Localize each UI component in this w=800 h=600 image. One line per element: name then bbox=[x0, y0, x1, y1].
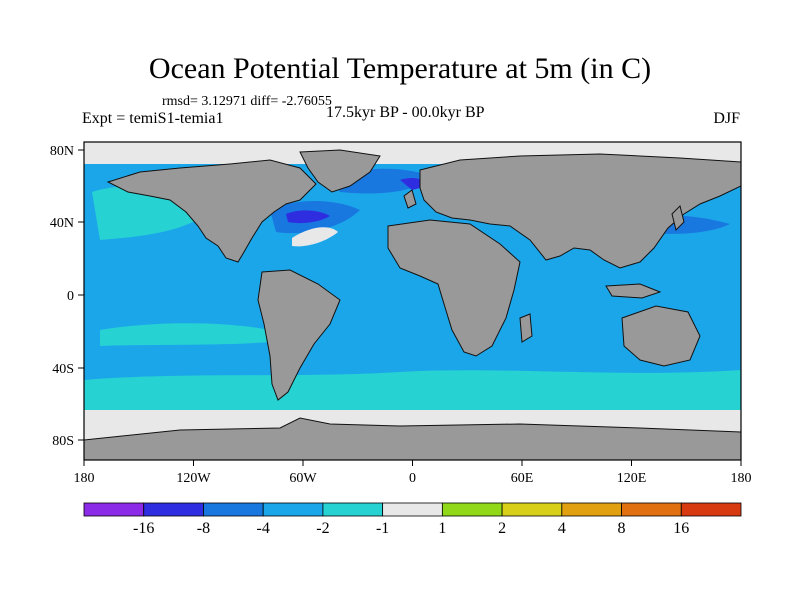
britain bbox=[403, 189, 417, 209]
lon-label: 60W bbox=[289, 471, 317, 486]
colorbar-label: 1 bbox=[438, 520, 447, 537]
north-america bbox=[106, 159, 317, 263]
colorbar-label: -16 bbox=[133, 520, 155, 537]
colorbar-bin bbox=[561, 502, 622, 517]
season-label: DJF bbox=[713, 110, 740, 127]
madagascar bbox=[519, 313, 533, 343]
southern-ocean-band-2 bbox=[84, 395, 741, 410]
longitude-labels: 180 120W 60W 0 60E 120E 180 bbox=[74, 471, 752, 486]
land-masses bbox=[84, 149, 741, 460]
colorbar-bin bbox=[143, 502, 204, 517]
colorbar-label: 4 bbox=[557, 520, 566, 537]
colorbar-bin bbox=[382, 502, 443, 517]
period-label: 17.5kyr BP - 00.0kyr BP bbox=[326, 104, 485, 121]
colorbar-bin bbox=[621, 502, 682, 517]
eurasia bbox=[419, 153, 741, 269]
japan bbox=[671, 205, 685, 231]
colorbar-bin bbox=[680, 502, 742, 517]
colorbar-label: -2 bbox=[316, 520, 330, 537]
map-area bbox=[84, 142, 741, 460]
lat-label: 80N bbox=[50, 144, 74, 159]
colorbar-bin bbox=[262, 502, 324, 517]
colorbar-label: 8 bbox=[617, 520, 626, 537]
lon-label: 180 bbox=[731, 471, 752, 486]
colorbar-label: 16 bbox=[673, 520, 690, 537]
indonesia bbox=[605, 283, 662, 299]
map-title: Ocean Potential Temperature at 5m (in C) bbox=[148, 52, 652, 85]
colorbar-label: -4 bbox=[256, 520, 270, 537]
colorbar-bin bbox=[441, 502, 503, 517]
stats-label: rmsd= 3.12971 diff= -2.76055 bbox=[162, 94, 332, 109]
lon-label: 60E bbox=[511, 471, 534, 486]
colorbar bbox=[83, 502, 742, 517]
south-america bbox=[257, 269, 341, 401]
greenland bbox=[299, 149, 381, 193]
colorbar-label: 2 bbox=[498, 520, 507, 537]
lon-label: 180 bbox=[74, 471, 95, 486]
colorbar-label: -8 bbox=[196, 520, 211, 537]
south-pacific-anomaly bbox=[100, 323, 270, 346]
colorbar-bin bbox=[203, 502, 264, 517]
lat-label: 0 bbox=[67, 289, 74, 304]
lon-label: 120W bbox=[176, 471, 211, 486]
africa bbox=[387, 219, 521, 357]
colorbar-label: -1 bbox=[375, 520, 390, 537]
colorbar-bin bbox=[322, 502, 384, 517]
gulf-stream-anomaly bbox=[292, 227, 338, 247]
southern-ocean-band bbox=[84, 370, 741, 402]
colorbar-bin bbox=[501, 502, 563, 517]
antarctica bbox=[84, 417, 741, 460]
latitude-labels: 80N 40N 0 40S 80S bbox=[50, 144, 74, 449]
lat-label: 40N bbox=[50, 216, 74, 231]
axis-ticks bbox=[78, 149, 742, 466]
lon-label: 0 bbox=[409, 471, 416, 486]
experiment-label: Expt = temiS1-temia1 bbox=[82, 110, 224, 127]
lon-label: 120E bbox=[617, 471, 647, 486]
north-atlantic-strong-anomaly bbox=[286, 210, 330, 224]
lat-label: 40S bbox=[52, 362, 74, 377]
colorbar-bin bbox=[83, 502, 145, 517]
australia bbox=[621, 305, 701, 367]
lat-label: 80S bbox=[52, 434, 74, 449]
